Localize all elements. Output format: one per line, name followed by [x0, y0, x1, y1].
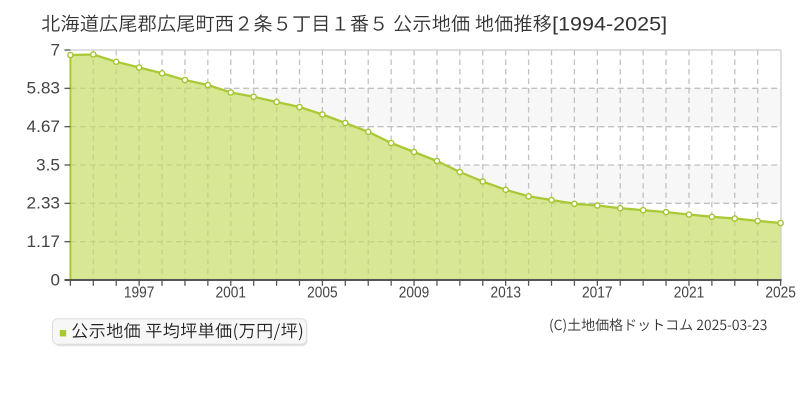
svg-text:[1994-2025]: [1994-2025]: [552, 15, 667, 36]
svg-text:2001: 2001: [216, 285, 247, 302]
svg-text:3.5: 3.5: [36, 155, 60, 174]
svg-text:1.17: 1.17: [27, 232, 61, 251]
svg-text:7: 7: [51, 40, 61, 59]
svg-text:2017: 2017: [582, 285, 613, 302]
svg-text:4.67: 4.67: [27, 117, 61, 136]
svg-text:0: 0: [51, 270, 61, 289]
svg-text:2.33: 2.33: [27, 194, 61, 213]
svg-text:2021: 2021: [674, 285, 705, 302]
svg-text:2025: 2025: [765, 285, 796, 302]
svg-text:2013: 2013: [490, 285, 521, 302]
svg-text:2005: 2005: [307, 285, 338, 302]
svg-text:2009: 2009: [399, 285, 430, 302]
svg-text:5.83: 5.83: [27, 79, 61, 98]
svg-text:1997: 1997: [124, 285, 155, 302]
